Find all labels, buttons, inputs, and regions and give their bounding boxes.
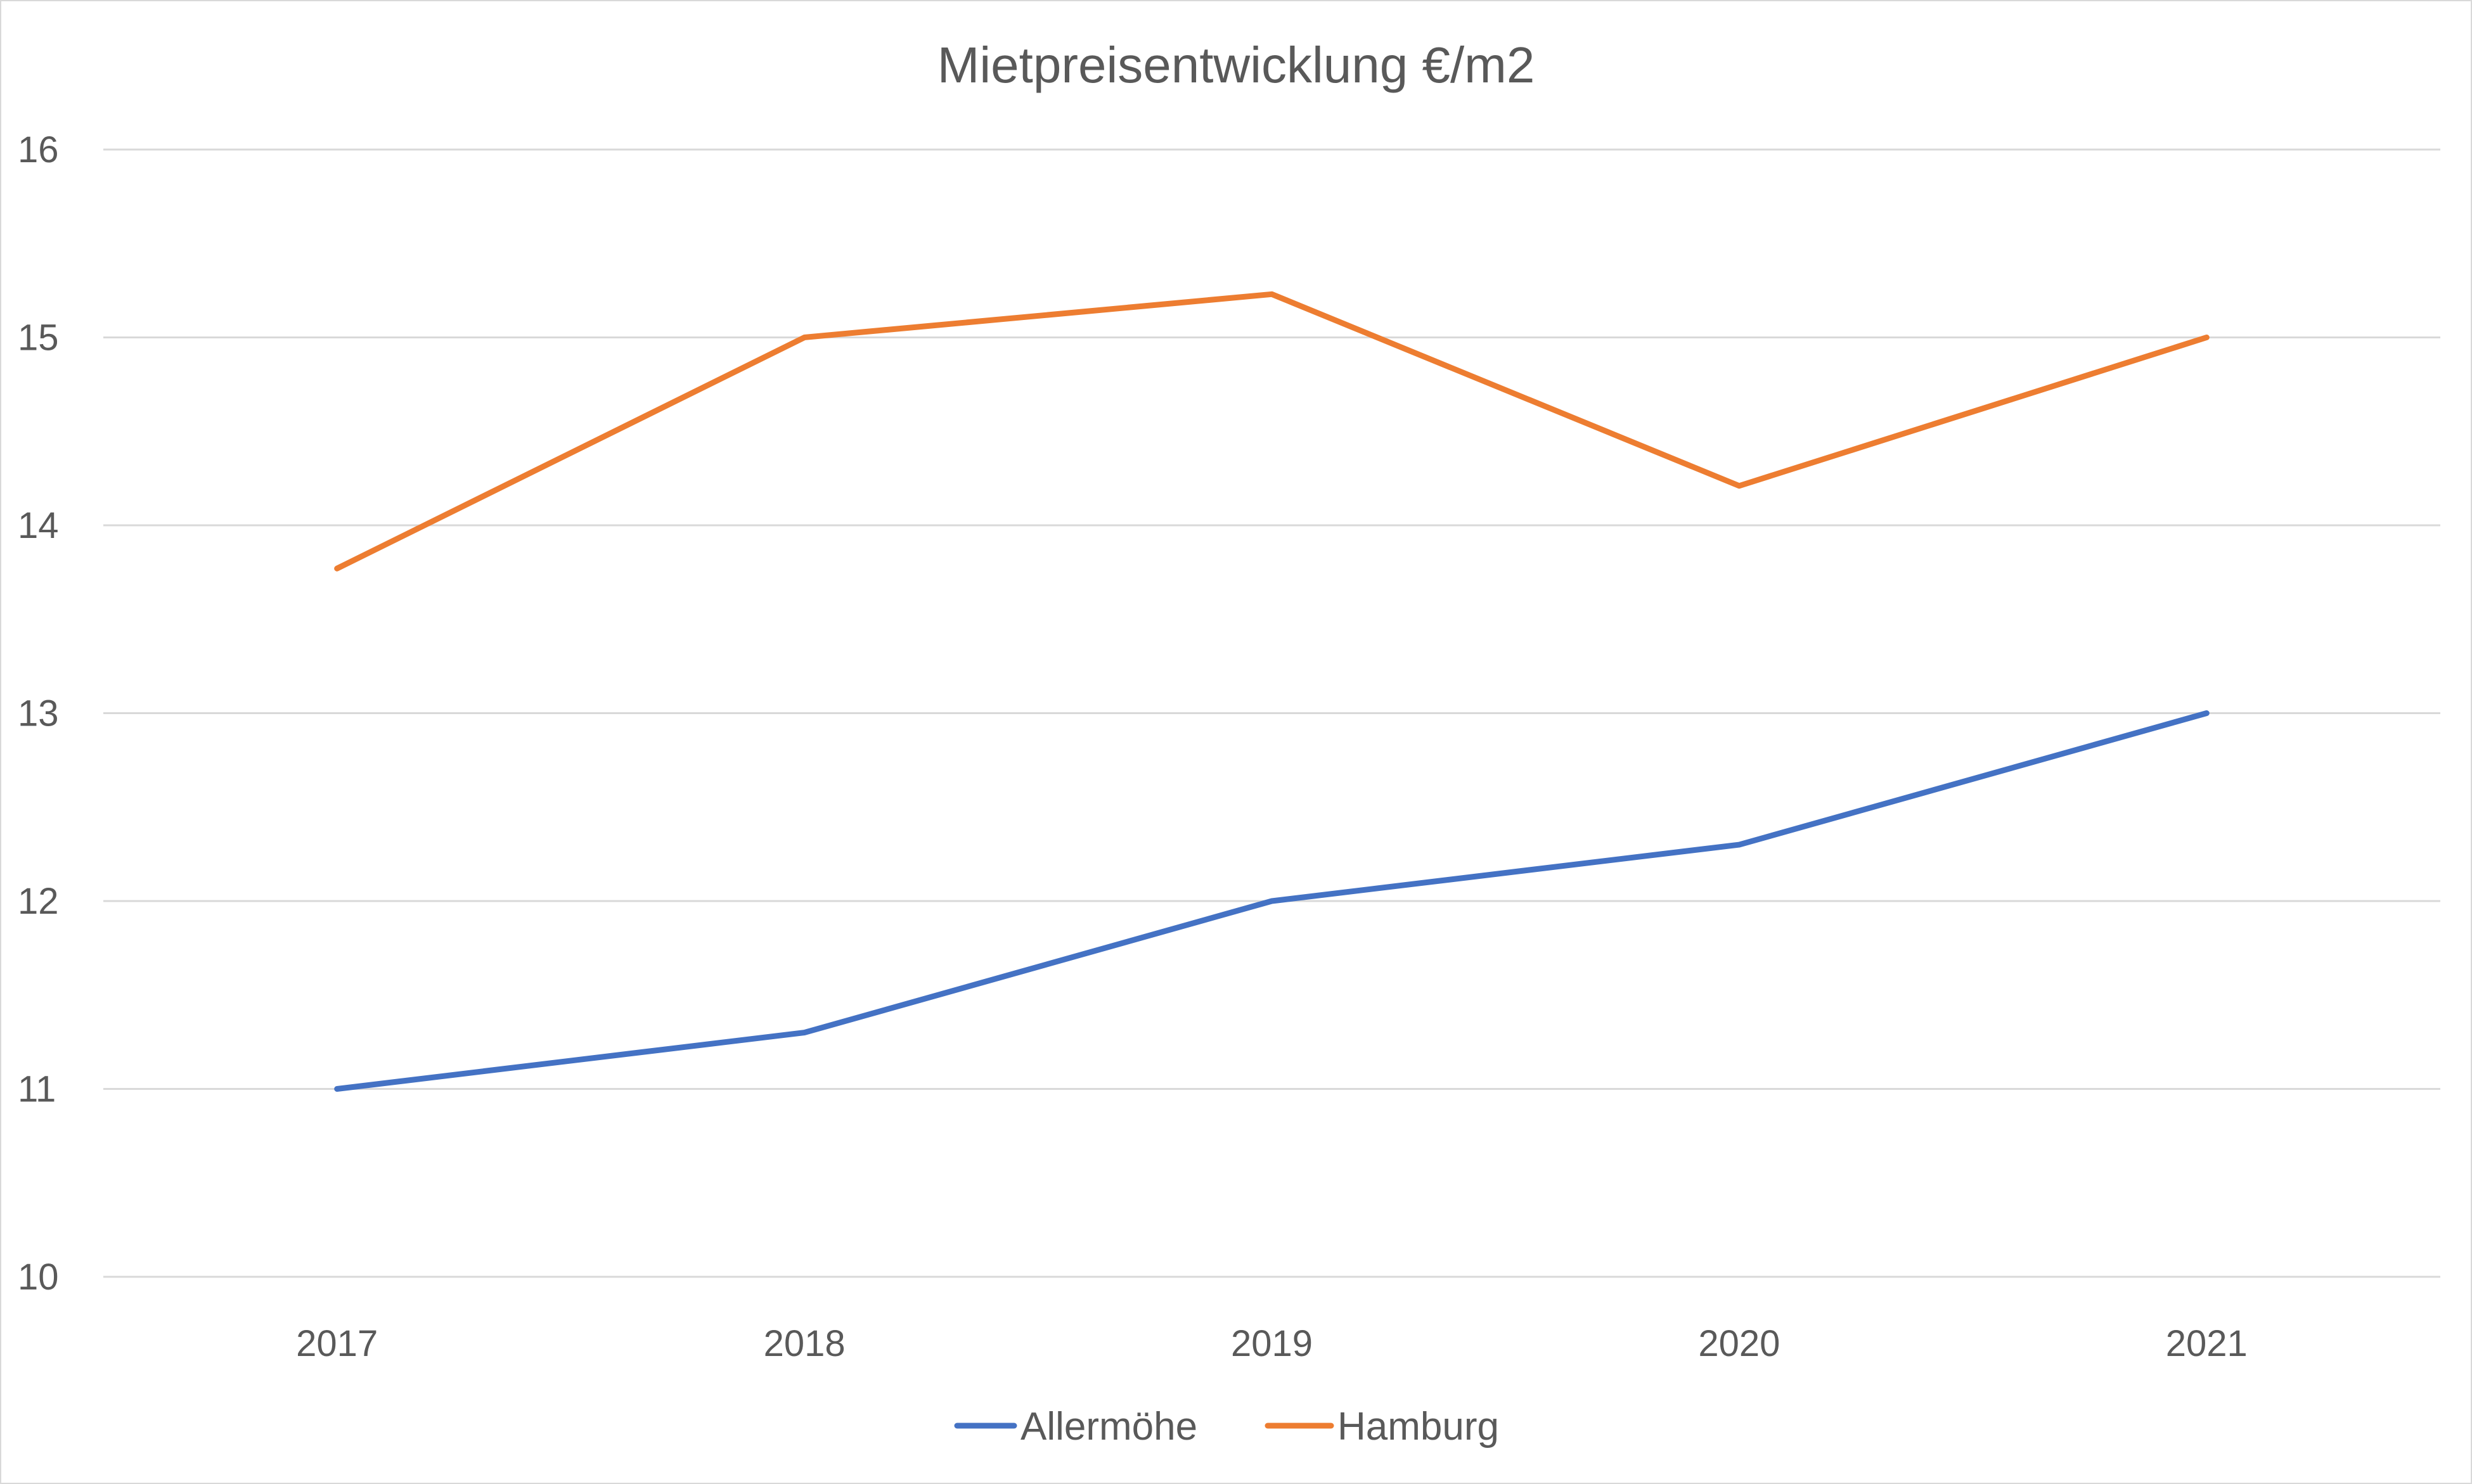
y-tick-label: 12	[18, 881, 59, 922]
legend-label: Allermöhe	[1020, 1405, 1197, 1449]
y-axis-tick-labels: 10 11 12 13 14 15 16	[18, 129, 59, 1298]
y-tick-label: 13	[18, 693, 59, 734]
x-axis-tick-labels: 2017 2018 2019 2020 2021	[296, 1323, 2248, 1364]
y-tick-label: 10	[18, 1257, 59, 1298]
chart-title: Mietpreisentwicklung €/m2	[937, 37, 1535, 93]
x-tick-label: 2018	[764, 1323, 846, 1364]
x-tick-label: 2017	[296, 1323, 378, 1364]
y-tick-label: 14	[18, 505, 59, 546]
x-tick-label: 2019	[1231, 1323, 1313, 1364]
gridlines	[103, 148, 2440, 1278]
y-tick-label: 15	[18, 317, 59, 359]
y-tick-label: 16	[18, 129, 59, 170]
legend: Allermöhe Hamburg	[954, 1405, 1499, 1449]
legend-label: Hamburg	[1337, 1405, 1499, 1449]
series-line-hamburg	[334, 291, 2210, 572]
series-lines	[334, 291, 2210, 1092]
x-tick-label: 2021	[2166, 1323, 2248, 1364]
y-tick-label: 11	[18, 1069, 56, 1110]
x-tick-label: 2020	[1698, 1323, 1780, 1364]
